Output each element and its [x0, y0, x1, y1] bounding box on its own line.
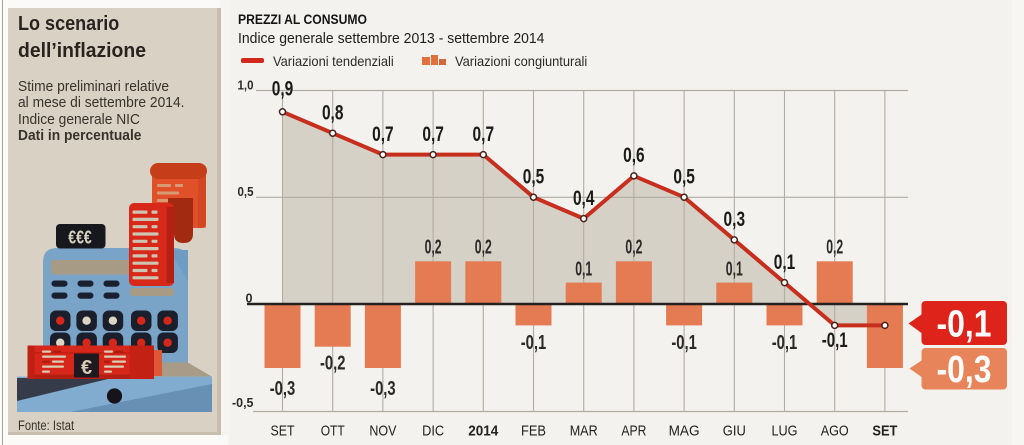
svg-text:0,2: 0,2	[425, 237, 442, 259]
svg-text:€€€: €€€	[68, 228, 92, 248]
svg-text:OTT: OTT	[321, 423, 345, 440]
svg-text:0,7: 0,7	[372, 123, 394, 146]
svg-text:0,5: 0,5	[523, 166, 545, 189]
svg-text:0,5: 0,5	[238, 184, 254, 199]
svg-text:AGO: AGO	[821, 423, 849, 440]
svg-text:0: 0	[246, 291, 253, 306]
svg-text:0,7: 0,7	[473, 123, 495, 146]
svg-text:0,2: 0,2	[475, 237, 492, 259]
svg-text:0,5: 0,5	[673, 166, 695, 189]
svg-text:FEB: FEB	[521, 423, 546, 440]
svg-text:APR: APR	[621, 423, 646, 440]
svg-text:DIC: DIC	[422, 423, 444, 440]
svg-text:-0,5: -0,5	[232, 395, 254, 410]
svg-text:0,1: 0,1	[774, 251, 796, 274]
svg-text:NOV: NOV	[369, 423, 396, 440]
svg-text:0,3: 0,3	[724, 208, 746, 231]
svg-text:-0,1: -0,1	[671, 332, 697, 354]
svg-text:GIU: GIU	[723, 423, 746, 440]
svg-text:1,0: 1,0	[238, 78, 254, 93]
svg-text:-0,1: -0,1	[937, 304, 992, 346]
svg-text:0,9: 0,9	[272, 77, 294, 100]
svg-text:0,8: 0,8	[322, 102, 344, 125]
svg-text:0,6: 0,6	[623, 144, 645, 167]
svg-text:2014: 2014	[468, 423, 499, 440]
svg-text:0,1: 0,1	[726, 259, 743, 281]
svg-text:0,7: 0,7	[422, 123, 444, 146]
svg-text:-0,3: -0,3	[370, 378, 396, 400]
svg-text:-0,1: -0,1	[772, 332, 798, 354]
svg-text:-0,1: -0,1	[521, 332, 547, 354]
svg-text:MAG: MAG	[669, 423, 700, 440]
svg-text:-0,3: -0,3	[937, 349, 992, 391]
svg-text:SET: SET	[271, 423, 295, 440]
svg-text:0,1: 0,1	[575, 259, 592, 281]
svg-text:MAR: MAR	[570, 423, 598, 440]
svg-text:LUG: LUG	[772, 423, 798, 440]
svg-text:0,2: 0,2	[826, 237, 843, 259]
svg-text:-0,1: -0,1	[822, 329, 848, 352]
svg-text:-0,2: -0,2	[320, 353, 346, 375]
svg-text:0,2: 0,2	[625, 237, 642, 259]
svg-text:SET: SET	[872, 423, 897, 440]
svg-text:-0,3: -0,3	[270, 378, 296, 400]
svg-text:0,4: 0,4	[573, 187, 595, 210]
svg-text:€: €	[81, 357, 92, 379]
